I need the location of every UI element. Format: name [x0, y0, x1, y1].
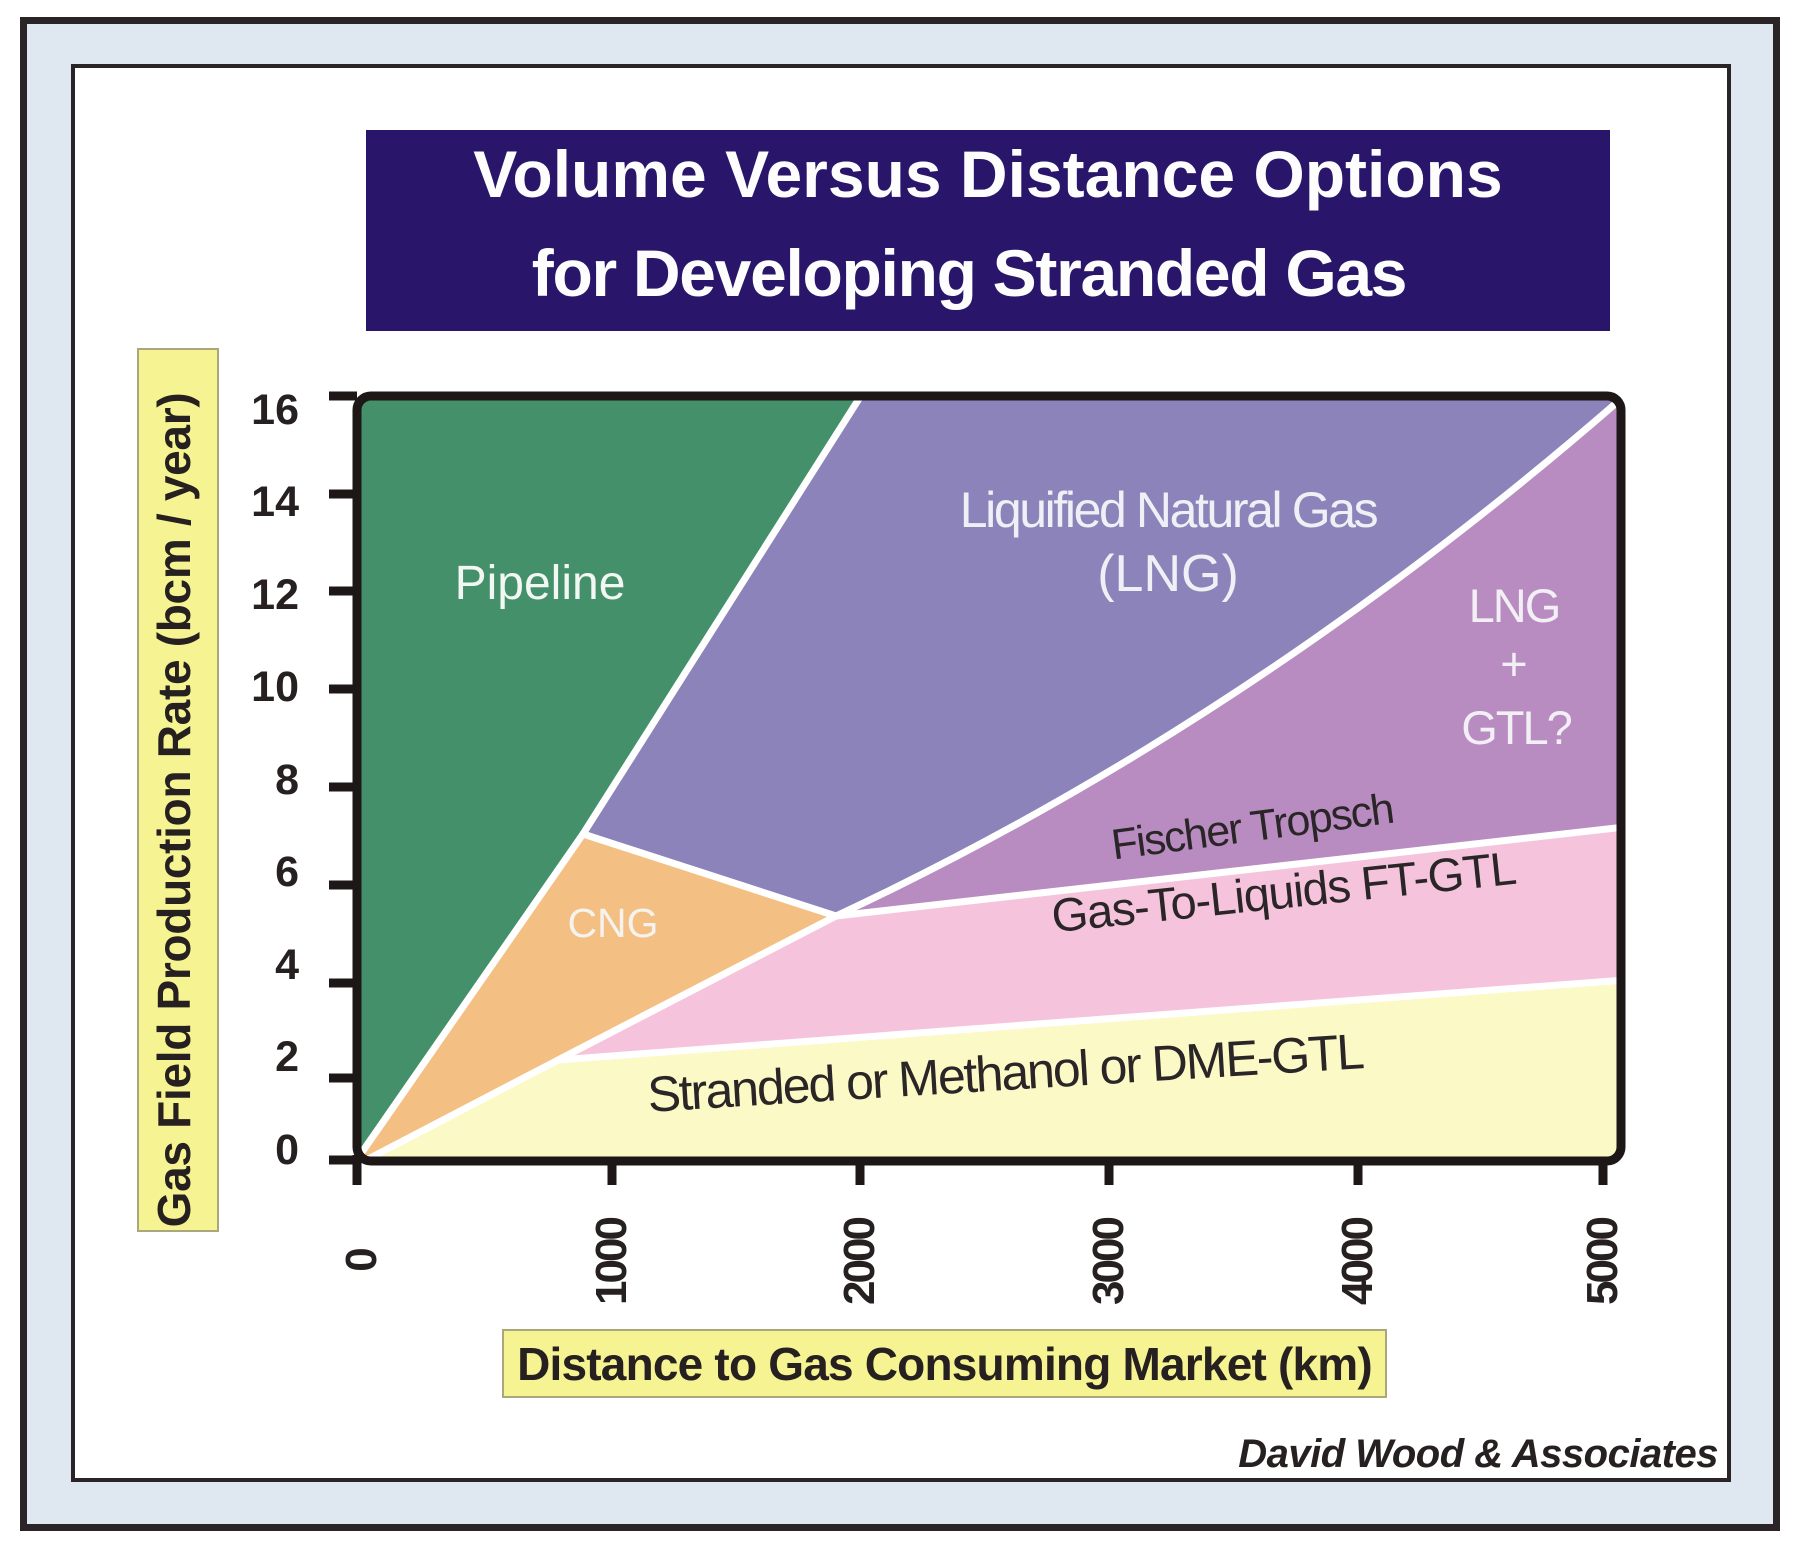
svg-text:0: 0	[337, 1249, 386, 1272]
svg-text:0: 0	[275, 1126, 299, 1174]
svg-text:8: 8	[275, 756, 299, 804]
svg-text:2: 2	[275, 1033, 299, 1081]
svg-text:LNG: LNG	[1469, 579, 1560, 632]
svg-text:+: +	[1500, 637, 1527, 690]
svg-text:12: 12	[251, 571, 299, 619]
svg-text:2000: 2000	[835, 1218, 884, 1305]
svg-text:4: 4	[275, 941, 299, 989]
svg-text:GTL?: GTL?	[1461, 701, 1571, 754]
svg-text:Liquified Natural Gas: Liquified Natural Gas	[960, 482, 1378, 538]
svg-text:(LNG): (LNG)	[1097, 545, 1239, 603]
svg-text:1000: 1000	[587, 1218, 636, 1305]
svg-text:5000: 5000	[1578, 1218, 1627, 1305]
svg-text:14: 14	[251, 478, 299, 526]
svg-text:6: 6	[275, 848, 299, 896]
svg-text:3000: 3000	[1084, 1218, 1133, 1305]
svg-text:16: 16	[251, 386, 299, 434]
svg-text:Pipeline: Pipeline	[455, 557, 626, 610]
svg-text:4000: 4000	[1333, 1218, 1382, 1305]
svg-text:10: 10	[251, 663, 299, 711]
svg-text:CNG: CNG	[567, 900, 658, 946]
